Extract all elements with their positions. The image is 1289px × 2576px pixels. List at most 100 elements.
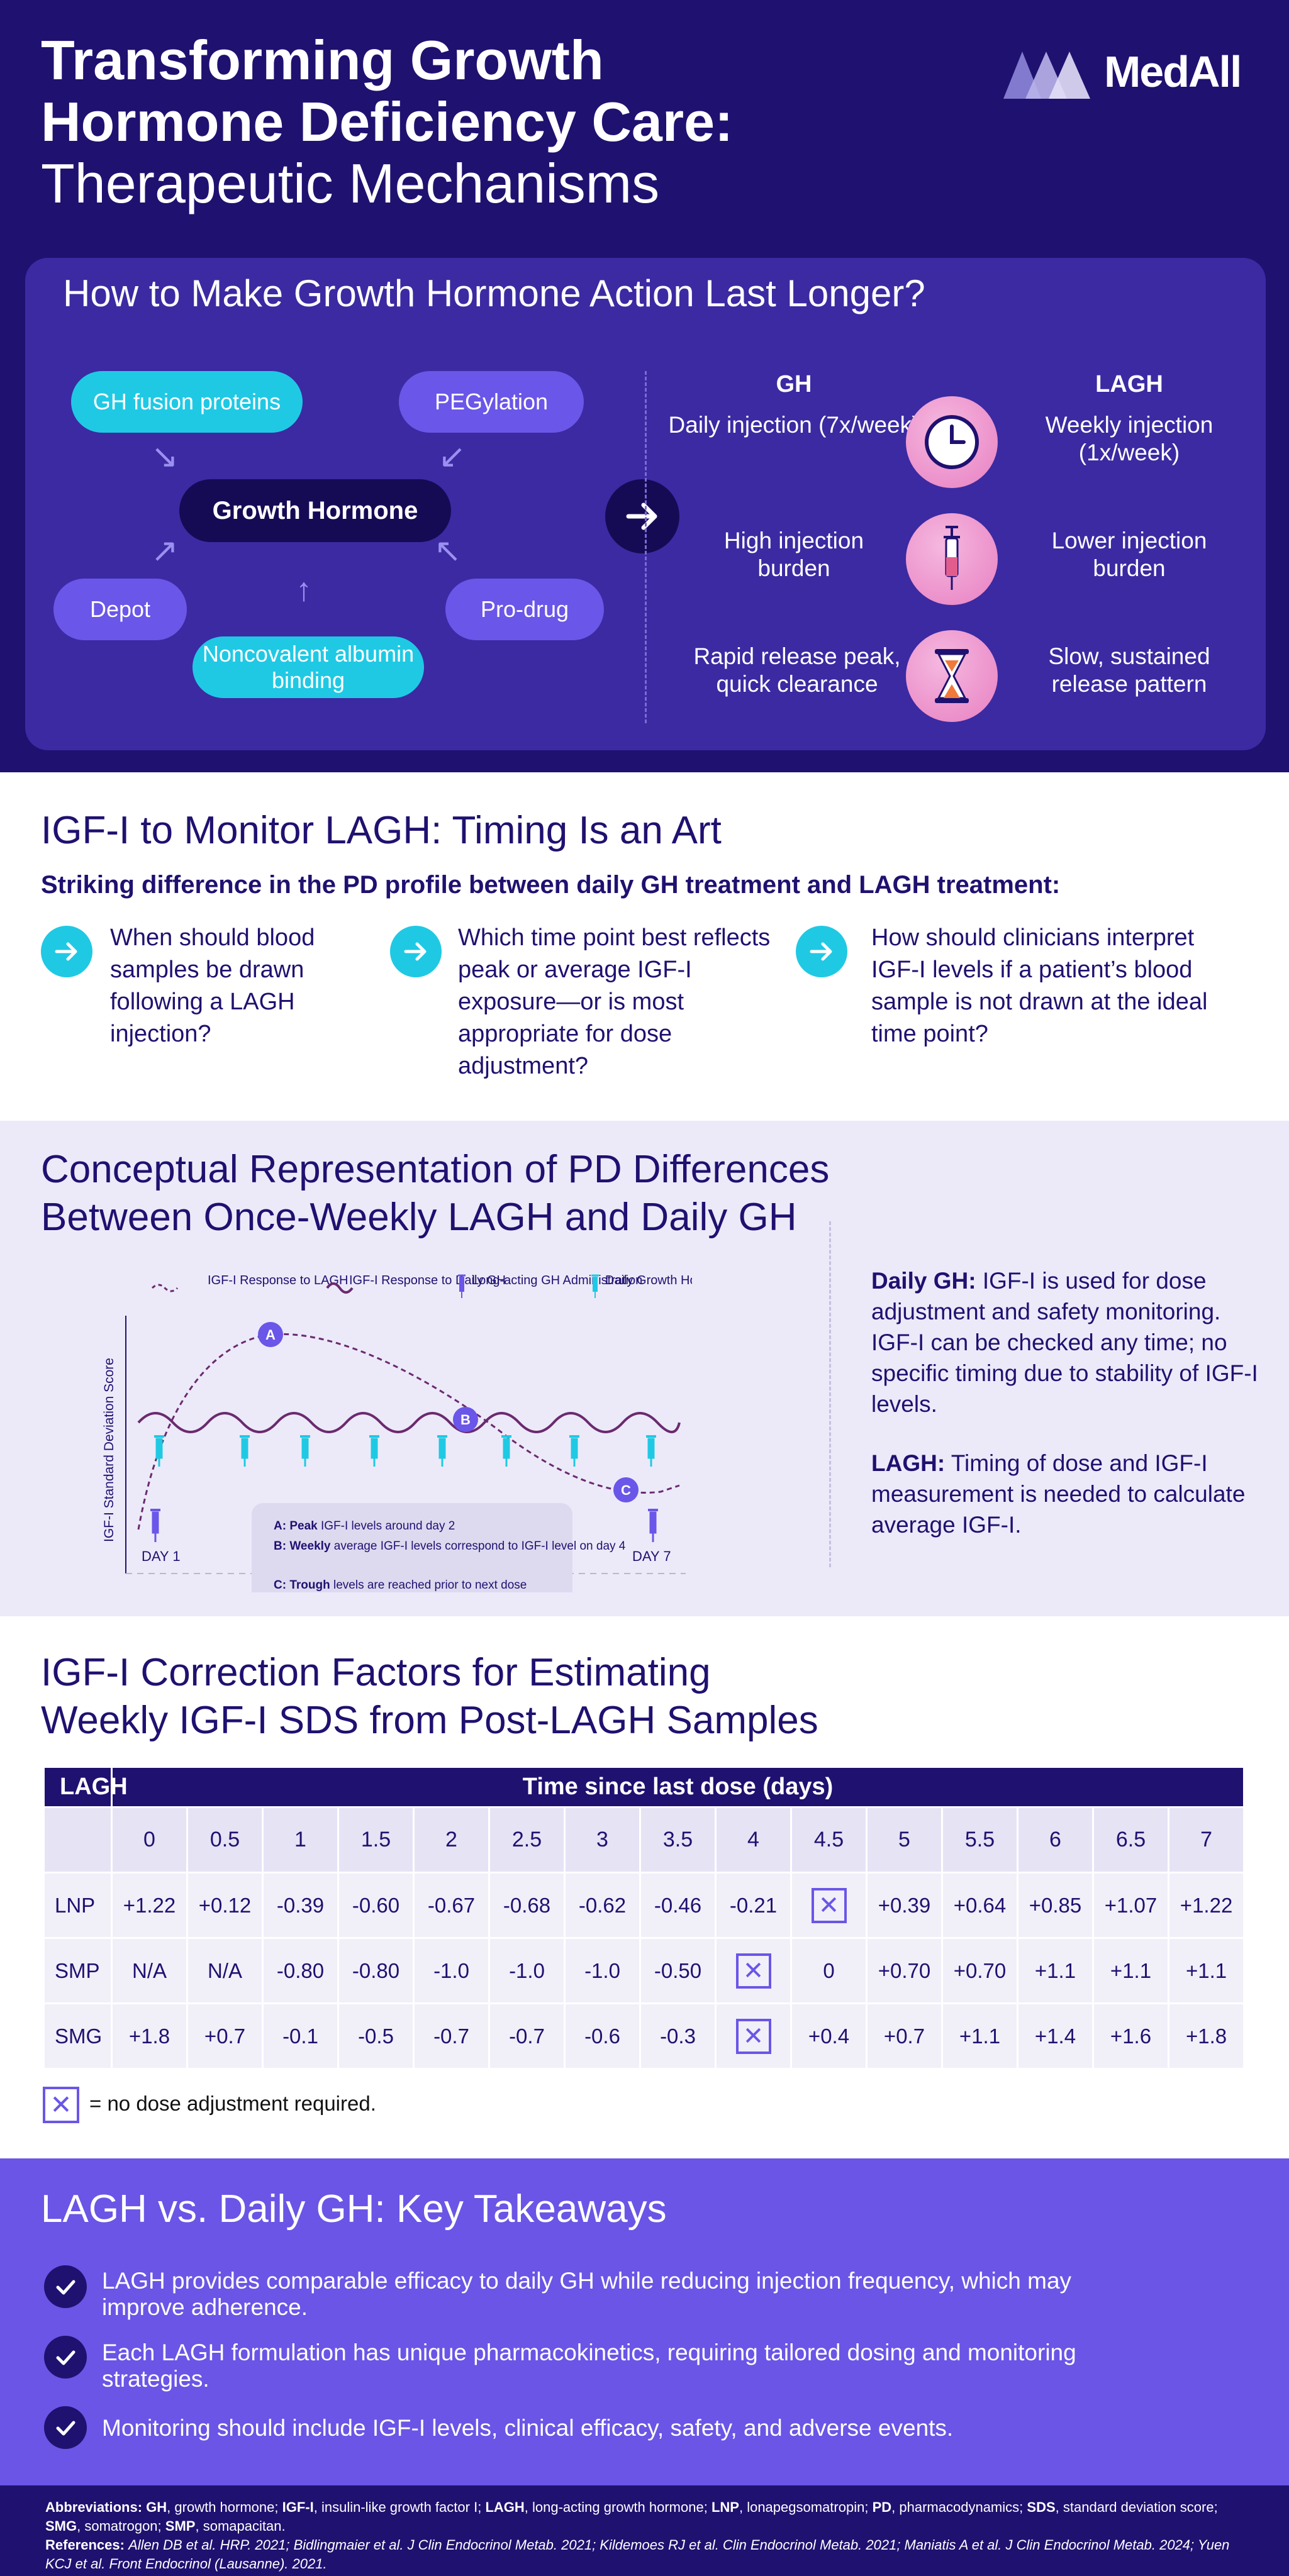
abbr-term: LNP: [711, 2499, 739, 2515]
lagh-column-header: LAGH: [1095, 371, 1163, 397]
pd-chart: IGF-I Response to LAGH IGF-I Response to…: [102, 1274, 692, 1592]
marker-c: C: [621, 1482, 631, 1498]
arrow-up-icon: ↑: [296, 572, 312, 608]
medall-logo: MedAll: [997, 39, 1261, 108]
lagh-burden: Lower injection burden: [1051, 528, 1207, 581]
abbr-term: IGF-I: [282, 2499, 314, 2515]
legend-daily-response: IGF-I Response to Daily GH: [349, 1274, 506, 1287]
takeaways-title: LAGH vs. Daily GH: Key Takeaways: [41, 2187, 667, 2231]
lagh-weekly-injection: Weekly injection (1x/week): [1045, 412, 1214, 465]
correction-title-line-1: IGF-I Correction Factors for Estimating: [41, 1651, 711, 1694]
lagh-label: LAGH:: [871, 1450, 946, 1476]
daily-syringe-icon: [300, 1435, 310, 1467]
correction-value-cell: -0.5: [337, 2002, 415, 2070]
no-adjustment-icon: ✕: [43, 2087, 79, 2123]
day-start-label: DAY 1: [142, 1548, 181, 1564]
no-adjustment-legend: = no dose adjustment required.: [89, 2092, 376, 2115]
page-title-line-3: Therapeutic Mechanisms: [41, 152, 660, 214]
lagh-admin-syringe-icon: [648, 1509, 658, 1542]
hourglass-icon: [906, 630, 998, 722]
pill-gh-fusion: GH fusion proteins: [71, 371, 303, 433]
check-circle-icon: [44, 2406, 87, 2449]
correction-value-cell: +0.64: [941, 1872, 1018, 1939]
correction-value-cell: -0.1: [262, 2002, 339, 2070]
day-header-cell: 3.5: [639, 1806, 717, 1874]
panel-divider: [645, 371, 647, 723]
table-time-header: Time since last dose (days): [110, 1766, 1246, 1808]
correction-value-cell: -0.7: [488, 2002, 566, 2070]
pill-albumin-binding: Noncovalent albumin binding: [193, 636, 424, 698]
question-1: When should blood samples be drawn follo…: [110, 924, 315, 1047]
correction-value-cell: -0.3: [639, 2002, 717, 2070]
daily-syringe-icon: [569, 1435, 579, 1467]
table-row-smp: SMP N/A N/A -0.80 -0.80 -1.0 -1.0 -1.0 -0.50 ✕ 0 +0…: [43, 1937, 1246, 2004]
correction-value-cell: +1.07: [1092, 1872, 1169, 1939]
daily-syringe-icon: [240, 1435, 250, 1467]
day-header-cell: 6: [1017, 1806, 1094, 1874]
header-section: Transforming Growth Hormone Deficiency C…: [0, 0, 1289, 772]
gh-column-header: GH: [776, 371, 812, 397]
takeaway-2: Each LAGH formulation has unique pharmac…: [102, 2340, 1076, 2392]
table-row-smg: SMG +1.8 +0.7 -0.1 -0.5 -0.7 -0.7 -0.6 -0.3 ✕ +0.4…: [43, 2002, 1246, 2070]
gh-burden: High injection burden: [723, 528, 864, 581]
correction-value-cell: -1.0: [488, 1937, 566, 2004]
abbr-def: lonapegsomatropin: [747, 2499, 865, 2515]
row-label: LNP: [43, 1872, 113, 1939]
takeaways-section: LAGH vs. Daily GH: Key Takeaways LAGH pr…: [0, 2158, 1289, 2485]
day-header-cell: 2: [413, 1806, 490, 1874]
correction-value-cell: -0.7: [413, 2002, 490, 2070]
page-title-line-1: Transforming Growth: [41, 29, 604, 91]
correction-value-cell: +0.12: [186, 1872, 264, 1939]
daily-syringe-icon: [501, 1435, 511, 1467]
table-days-row: 0 0.5 1 1.5 2 2.5 3 3.5 4 4.5 5 5.5 6 6.5 7: [43, 1806, 1246, 1874]
correction-value-cell: +1.1: [1092, 1937, 1169, 2004]
abbr-def: insulin-like growth factor I: [321, 2499, 478, 2515]
correction-value-cell: +1.1: [1017, 1937, 1094, 2004]
no-adjustment-cell: ✕: [715, 1937, 792, 2004]
correction-value-cell: N/A: [111, 1937, 188, 2004]
abbr-term: GH: [146, 2499, 167, 2515]
takeaway-1: LAGH provides comparable efficacy to dai…: [102, 2268, 1072, 2320]
abbr-def: somapacitan: [203, 2518, 282, 2534]
pd-divider: [829, 1221, 831, 1567]
pill-prodrug: Pro-drug: [445, 579, 604, 640]
daily-syringe-icon: [646, 1435, 656, 1467]
lagh-admin-syringe-icon: [150, 1509, 160, 1542]
correction-value-cell: -0.67: [413, 1872, 490, 1939]
row-label: SMG: [43, 2002, 113, 2070]
correction-value-cell: +0.39: [866, 1872, 943, 1939]
correction-factors-table: LAGH Time since last dose (days) 0 0.5 1 1.…: [43, 1766, 1246, 2070]
correction-value-cell: -0.46: [639, 1872, 717, 1939]
abbr-def: long-acting growth hormone: [532, 2499, 704, 2515]
pill-depot: Depot: [53, 579, 187, 640]
abbr-def: growth hormone: [174, 2499, 275, 2515]
day-header-cell: 1: [262, 1806, 339, 1874]
correction-value-cell: +1.6: [1092, 2002, 1169, 2070]
daily-gh-note: Daily GH: IGF-I is used for dose adjustm…: [871, 1265, 1261, 1419]
correction-value-cell: +1.4: [1017, 2002, 1094, 2070]
day-header-cell: 4: [715, 1806, 792, 1874]
legend-lagh-label: IGF-I Response to LAGH: [208, 1274, 348, 1287]
daily-gh-text: IGF-I is used for dose adjustment and sa…: [871, 1268, 1258, 1417]
arrow-up-left-icon: ↖: [434, 533, 462, 569]
correction-value-cell: +0.70: [866, 1937, 943, 2004]
correction-value-cell: +1.22: [111, 1872, 188, 1939]
growth-hormone-center: Growth Hormone: [179, 479, 451, 542]
correction-value-cell: -0.39: [262, 1872, 339, 1939]
legend-daily-dose: Daily Growth Hormone Dose: [605, 1274, 692, 1287]
daily-syringe-icon: [154, 1435, 164, 1467]
logo-text: MedAll: [1104, 47, 1242, 96]
day-header-cell: 0: [111, 1806, 188, 1874]
arrow-up-right-icon: ↗: [151, 533, 179, 569]
note-b: B: Weekly average IGF-I levels correspon…: [274, 1540, 626, 1553]
correction-value-cell: -0.68: [488, 1872, 566, 1939]
lagh-note: LAGH: Timing of dose and IGF-I measureme…: [871, 1448, 1261, 1540]
abbr-term: SDS: [1027, 2499, 1056, 2515]
arrow-circle-icon: [796, 926, 847, 977]
monitor-title: IGF-I to Monitor LAGH: Timing Is an Art: [41, 809, 722, 852]
y-axis-label: IGF-I Standard Deviation Score: [102, 1358, 116, 1542]
gh-release: Rapid release peak, quick clearance: [693, 643, 901, 697]
abbr-term: LAGH: [485, 2499, 525, 2515]
legend-lagh-admin: Long-acting GH Administration: [472, 1274, 642, 1287]
daily-dose-syringes: [154, 1435, 656, 1467]
